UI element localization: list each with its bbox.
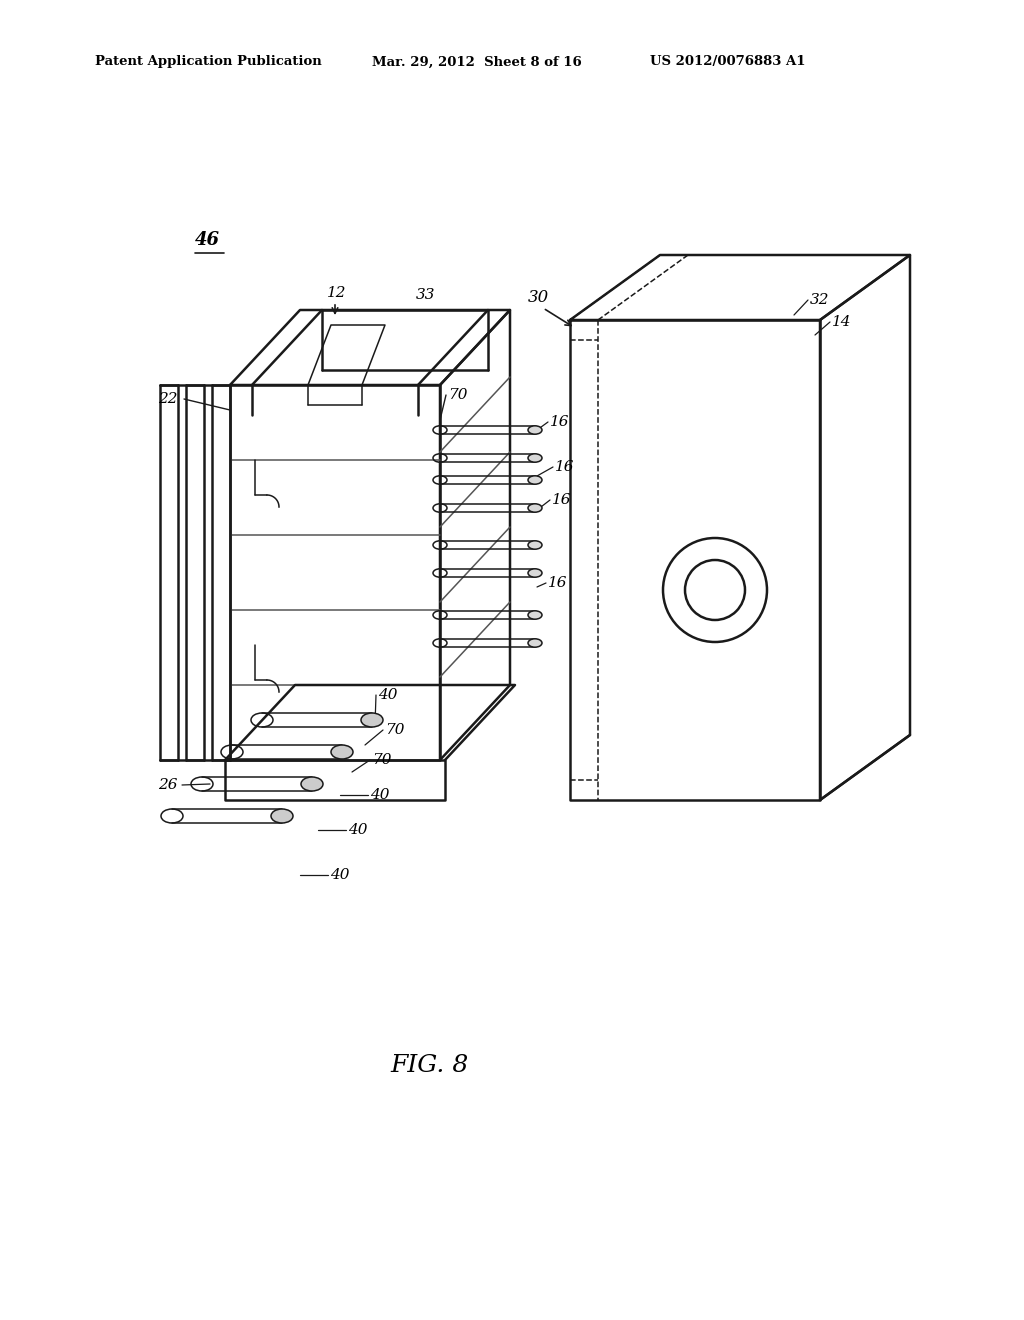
- Ellipse shape: [528, 639, 542, 647]
- Text: 70: 70: [449, 388, 468, 403]
- Text: 70: 70: [385, 723, 404, 737]
- Text: 40: 40: [330, 869, 349, 882]
- Text: 12: 12: [327, 286, 346, 300]
- Text: 30: 30: [528, 289, 549, 306]
- Text: 16: 16: [552, 492, 571, 507]
- Text: 26: 26: [158, 777, 177, 792]
- Text: 33: 33: [416, 288, 435, 302]
- Ellipse shape: [528, 569, 542, 577]
- Text: 16: 16: [548, 576, 567, 590]
- Ellipse shape: [528, 426, 542, 434]
- Text: 32: 32: [810, 293, 829, 308]
- Text: 16: 16: [550, 414, 569, 429]
- Text: FIG. 8: FIG. 8: [391, 1053, 469, 1077]
- Ellipse shape: [528, 475, 542, 484]
- Ellipse shape: [331, 744, 353, 759]
- Text: 22: 22: [158, 392, 177, 407]
- Text: US 2012/0076883 A1: US 2012/0076883 A1: [650, 55, 806, 69]
- Ellipse shape: [528, 454, 542, 462]
- Text: 70: 70: [372, 752, 391, 767]
- Text: 46: 46: [195, 231, 220, 249]
- Text: 14: 14: [831, 315, 852, 329]
- Ellipse shape: [361, 713, 383, 727]
- Ellipse shape: [528, 504, 542, 512]
- Text: 40: 40: [370, 788, 389, 803]
- Ellipse shape: [528, 541, 542, 549]
- Text: Mar. 29, 2012  Sheet 8 of 16: Mar. 29, 2012 Sheet 8 of 16: [372, 55, 582, 69]
- Text: Patent Application Publication: Patent Application Publication: [95, 55, 322, 69]
- Text: 16: 16: [555, 459, 574, 474]
- Text: 40: 40: [378, 688, 397, 702]
- Ellipse shape: [271, 809, 293, 822]
- Ellipse shape: [301, 777, 323, 791]
- Ellipse shape: [528, 611, 542, 619]
- Text: 40: 40: [348, 822, 368, 837]
